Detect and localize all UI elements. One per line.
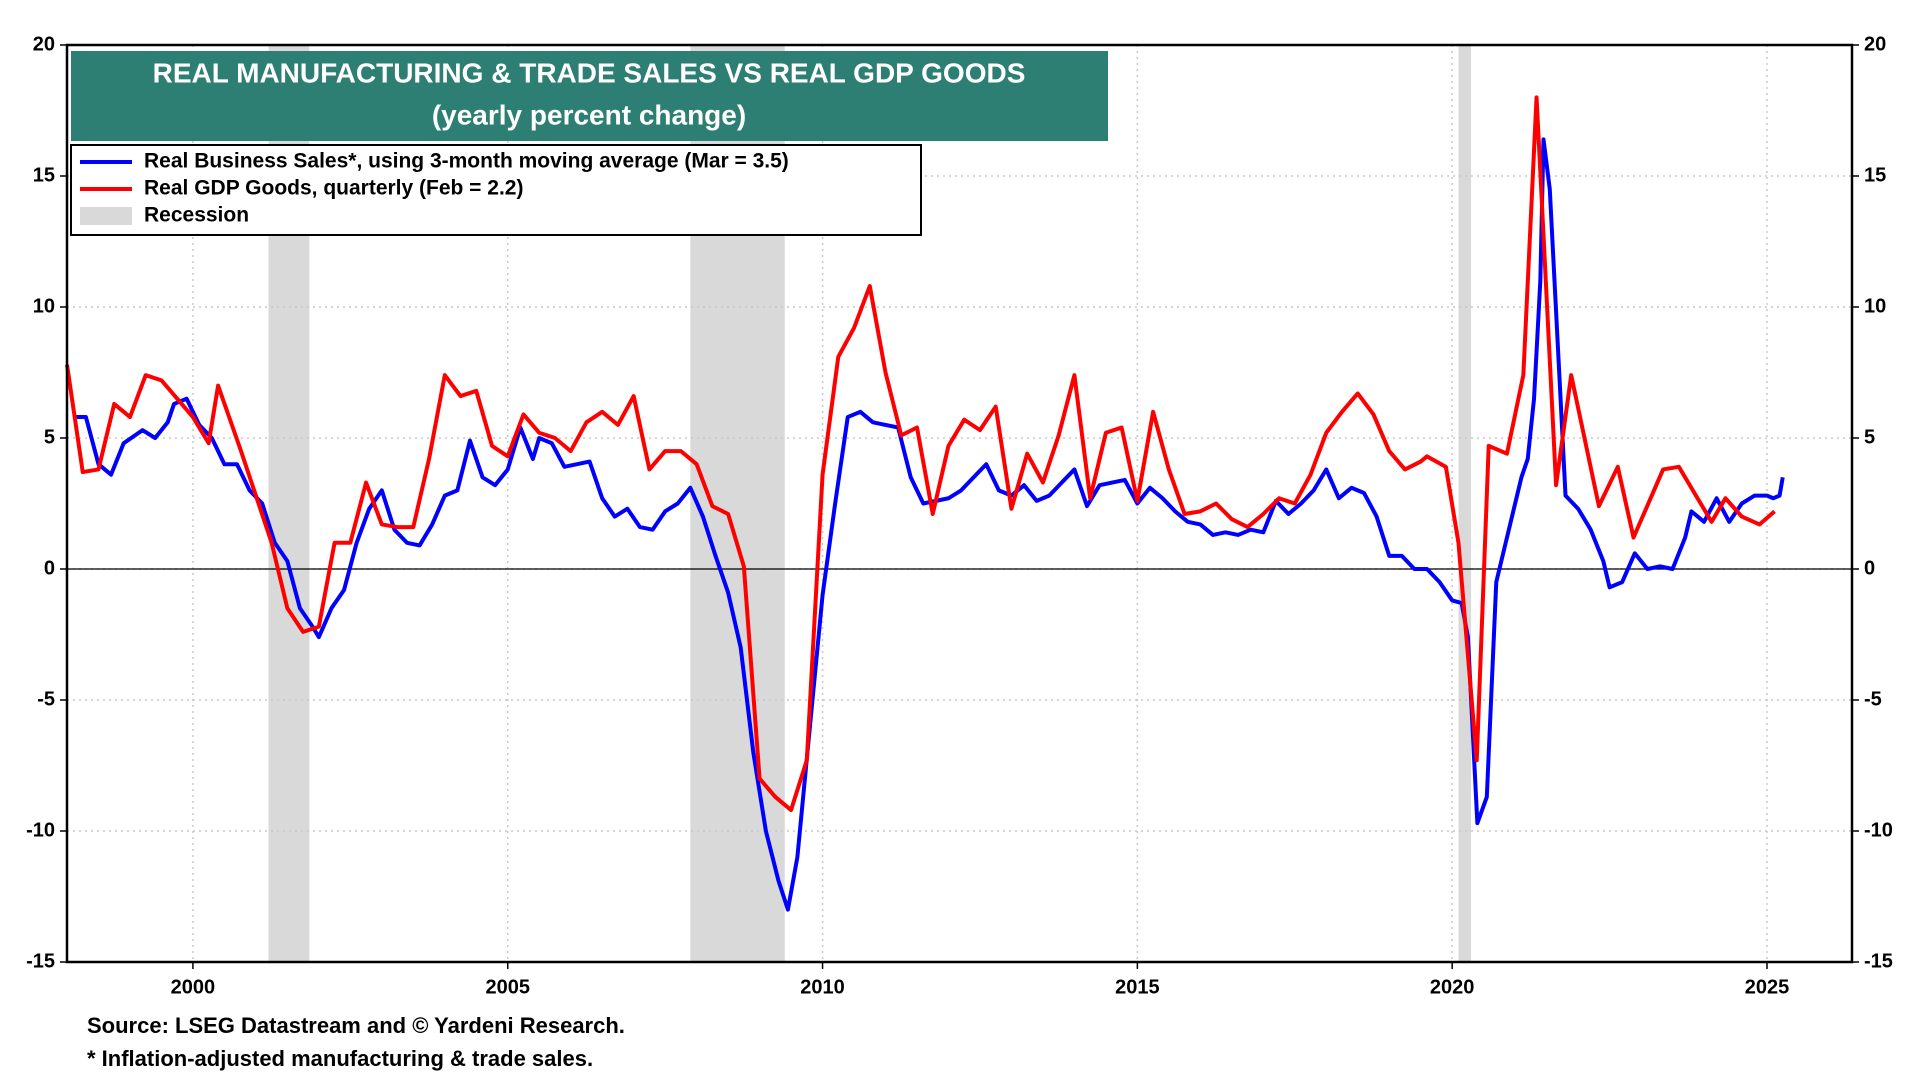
y2-tick-label: -10 xyxy=(1864,819,1893,841)
y-tick-label: 15 xyxy=(33,164,55,186)
y2-tick-label: 0 xyxy=(1864,557,1875,579)
chart-subtitle: (yearly percent change) xyxy=(432,99,746,130)
y-tick-label: -15 xyxy=(26,950,55,972)
footnote: * Inflation-adjusted manufacturing & tra… xyxy=(87,1046,593,1071)
y-tick-label: -10 xyxy=(26,819,55,841)
y2-tick-label: 10 xyxy=(1864,295,1886,317)
y2-tick-label: 5 xyxy=(1864,426,1875,448)
x-tick-label: 2005 xyxy=(485,976,530,998)
y-tick-label: -5 xyxy=(37,688,55,710)
series-line xyxy=(65,95,1776,813)
y2-tick-label: 15 xyxy=(1864,164,1886,186)
legend xyxy=(70,144,922,236)
y2-tick-label: -15 xyxy=(1864,950,1893,972)
source-note: Source: LSEG Datastream and © Yardeni Re… xyxy=(87,1013,625,1038)
series-line xyxy=(73,137,1785,912)
x-tick-label: 2020 xyxy=(1430,976,1475,998)
chart-title: REAL MANUFACTURING & TRADE SALES VS REAL… xyxy=(153,57,1026,88)
legend-label: Real GDP Goods, quarterly (Feb = 2.2) xyxy=(144,177,523,200)
x-tick-label: 2000 xyxy=(171,976,216,998)
recession-band xyxy=(1458,45,1472,962)
legend-label: Real Business Sales*, using 3-month movi… xyxy=(144,150,789,173)
y-tick-label: 20 xyxy=(33,33,55,55)
y-tick-label: 5 xyxy=(44,426,55,448)
plot-lines xyxy=(65,95,1785,912)
x-tick-label: 2015 xyxy=(1115,976,1160,998)
x-tick-label: 2025 xyxy=(1745,976,1790,998)
x-tick-label: 2010 xyxy=(800,976,845,998)
plot-frame xyxy=(65,43,1854,964)
legend-items: Real Business Sales*, using 3-month movi… xyxy=(80,150,789,227)
legend-swatch xyxy=(80,207,132,225)
title-box xyxy=(71,51,1108,141)
y2-tick-label: 20 xyxy=(1864,33,1886,55)
y2-tick-label: -5 xyxy=(1864,688,1882,710)
y-tick-label: 0 xyxy=(44,557,55,579)
legend-label: Recession xyxy=(144,204,249,227)
y-tick-label: 10 xyxy=(33,295,55,317)
